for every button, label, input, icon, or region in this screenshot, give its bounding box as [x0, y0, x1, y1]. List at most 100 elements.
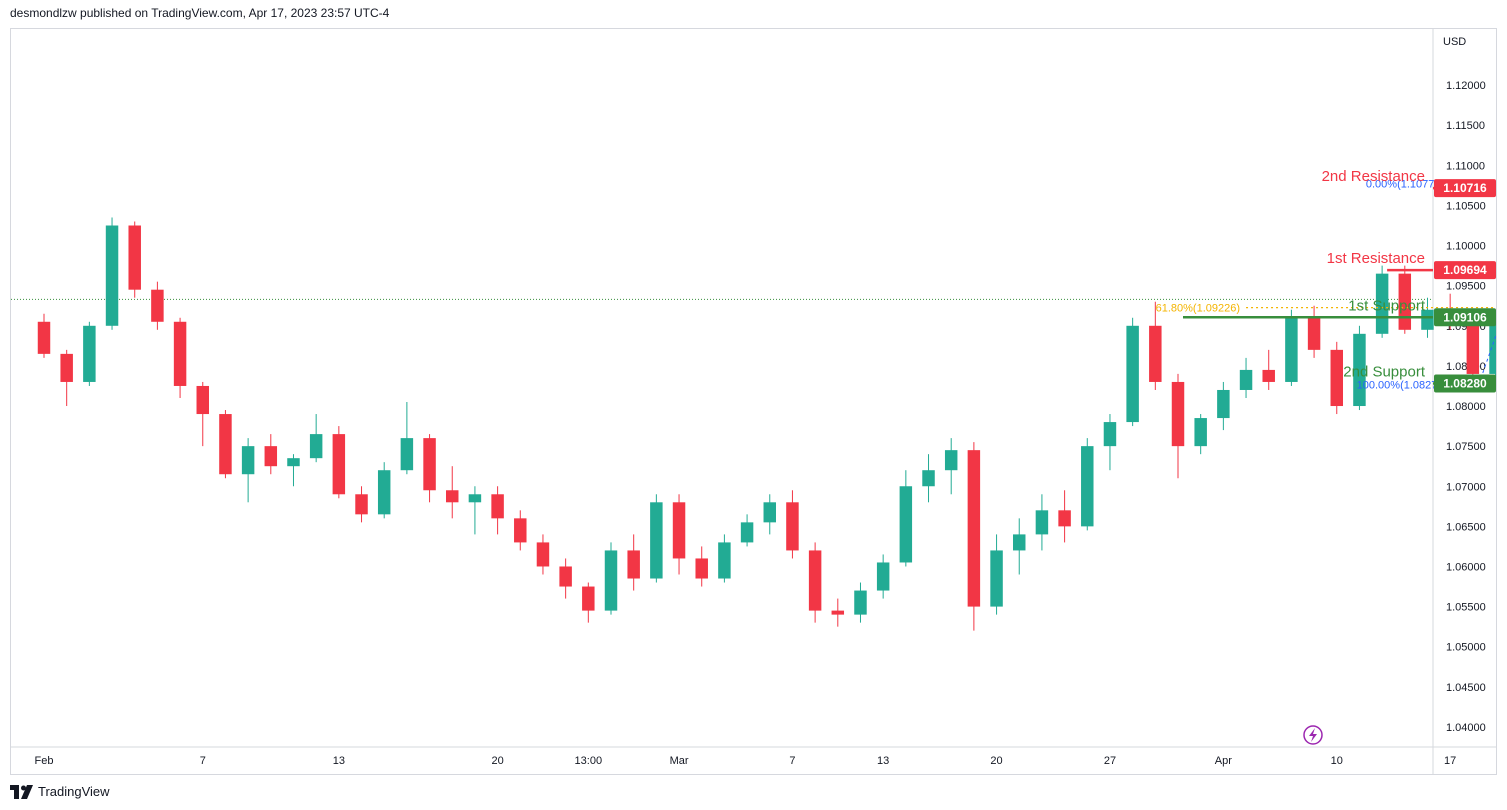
candle-down — [1262, 369, 1275, 382]
y-tick-label: 1.10500 — [1446, 200, 1486, 212]
candle-up — [309, 434, 323, 459]
candle-up — [468, 494, 482, 503]
x-tick-label: 13:00 — [575, 755, 603, 767]
candle-up — [922, 470, 935, 487]
y-tick-label: 1.06500 — [1446, 521, 1486, 533]
candle-down — [332, 434, 346, 495]
candle-down — [1466, 325, 1480, 374]
fib-label: 61.80%(1.09226) — [1156, 303, 1240, 315]
candle-down — [672, 502, 686, 559]
x-tick-label: 27 — [1104, 755, 1116, 767]
price-badge-label: 1.09694 — [1443, 263, 1487, 277]
level-name: 1st Resistance — [1327, 250, 1425, 267]
candle-down — [173, 321, 187, 386]
candle-down — [1307, 317, 1321, 350]
y-tick-label: 1.08500 — [1446, 361, 1486, 373]
fib-label: 0.00%(1.10771) — [1366, 179, 1444, 191]
candle-down — [1058, 510, 1071, 527]
y-tick-label: 1.04500 — [1446, 682, 1486, 694]
y-tick-label: 1.11000 — [1446, 160, 1485, 172]
candle-down — [514, 518, 527, 543]
price-badge-label: 1.08280 — [1443, 377, 1487, 391]
y-tick-label: 1.07500 — [1446, 441, 1486, 453]
candle-down — [355, 494, 368, 515]
y-tick-label: 1.07000 — [1446, 481, 1486, 493]
candle-down — [60, 353, 73, 382]
level-name: 2nd Support — [1343, 364, 1426, 381]
candle-down — [446, 490, 459, 503]
candle-up — [763, 502, 776, 523]
candle-down — [423, 438, 436, 491]
x-tick-label: Apr — [1215, 755, 1232, 767]
tradingview-logo-icon — [10, 784, 33, 799]
candle-up — [377, 470, 391, 515]
footer-brand: TradingView — [38, 784, 110, 799]
candle-up — [854, 590, 867, 615]
candle-up — [105, 225, 119, 326]
y-tick-label: 1.08000 — [1446, 401, 1486, 413]
x-tick-label: Mar — [670, 755, 689, 767]
candle-up — [1217, 389, 1230, 419]
x-tick-label: Feb — [35, 755, 54, 767]
candle-up — [1013, 534, 1026, 551]
x-tick-label: 17 — [1444, 755, 1456, 767]
price-badge-label: 1.09106 — [1443, 310, 1487, 324]
candle-down — [695, 558, 708, 579]
y-tick-label: 1.05000 — [1446, 642, 1486, 654]
price-badge — [1434, 308, 1496, 327]
y-tick-label: 1.12000 — [1446, 80, 1486, 92]
fib-label: 100.00%(1.08271) — [1357, 379, 1448, 391]
candle-down — [491, 494, 504, 519]
x-tick-label: 20 — [990, 755, 1002, 767]
candle-up — [1375, 273, 1389, 334]
candle-up — [740, 522, 754, 543]
lightning-icon[interactable] — [1303, 725, 1323, 745]
y-tick-label: 1.11500 — [1446, 120, 1485, 132]
candle-down — [128, 225, 141, 290]
candle-down — [1330, 349, 1343, 407]
candle-down — [808, 550, 822, 611]
price-badge — [1434, 261, 1496, 280]
candle-down — [627, 550, 640, 579]
candle-down — [1149, 325, 1162, 382]
candle-up — [1126, 325, 1139, 423]
price-badge-label: 1.10716 — [1443, 181, 1487, 195]
y-tick-label: 1.06000 — [1446, 561, 1486, 573]
candle-up — [1421, 309, 1434, 330]
level-name: 2nd Resistance — [1322, 168, 1425, 185]
candle-down — [831, 610, 845, 615]
lightning-icon-bolt — [1309, 728, 1317, 742]
candle-up — [1103, 422, 1117, 447]
currency-label: USD — [1443, 36, 1466, 48]
candle-up — [83, 325, 96, 382]
x-tick-label: 7 — [200, 755, 206, 767]
candle-down — [219, 414, 232, 475]
candle-down — [786, 502, 799, 551]
lightning-icon-ring — [1303, 725, 1323, 745]
candle-down — [1171, 381, 1185, 447]
candle-up — [604, 550, 618, 611]
candle-up — [1239, 369, 1253, 390]
candle-down — [582, 586, 595, 611]
level-name: 1st Support — [1348, 297, 1426, 314]
candle-up — [1353, 333, 1366, 407]
y-tick-label: 1.09500 — [1446, 281, 1486, 293]
candle-up — [990, 550, 1003, 607]
candle-up — [899, 486, 913, 563]
candle-down — [536, 542, 550, 567]
footer: TradingView — [10, 784, 110, 799]
chart-frame: USD 1.12000 1.11500 1.11000 1.10500 1.10000 1.… — [10, 28, 1497, 775]
candle-up — [650, 502, 663, 579]
price-badge — [1434, 374, 1496, 393]
price-chart[interactable]: USD 1.12000 1.11500 1.11000 1.10500 1.10000 1.… — [11, 29, 1496, 774]
candle-up — [944, 450, 958, 471]
y-tick-label: 1.05500 — [1446, 602, 1486, 614]
candle-up — [241, 446, 255, 475]
candle-up — [876, 562, 890, 591]
y-tick-label: 1.04000 — [1446, 722, 1486, 734]
x-tick-label: 13 — [877, 755, 889, 767]
candle-up — [400, 438, 414, 471]
candle-up — [287, 458, 300, 467]
candle-down — [151, 289, 164, 322]
candle-up — [1285, 317, 1298, 382]
